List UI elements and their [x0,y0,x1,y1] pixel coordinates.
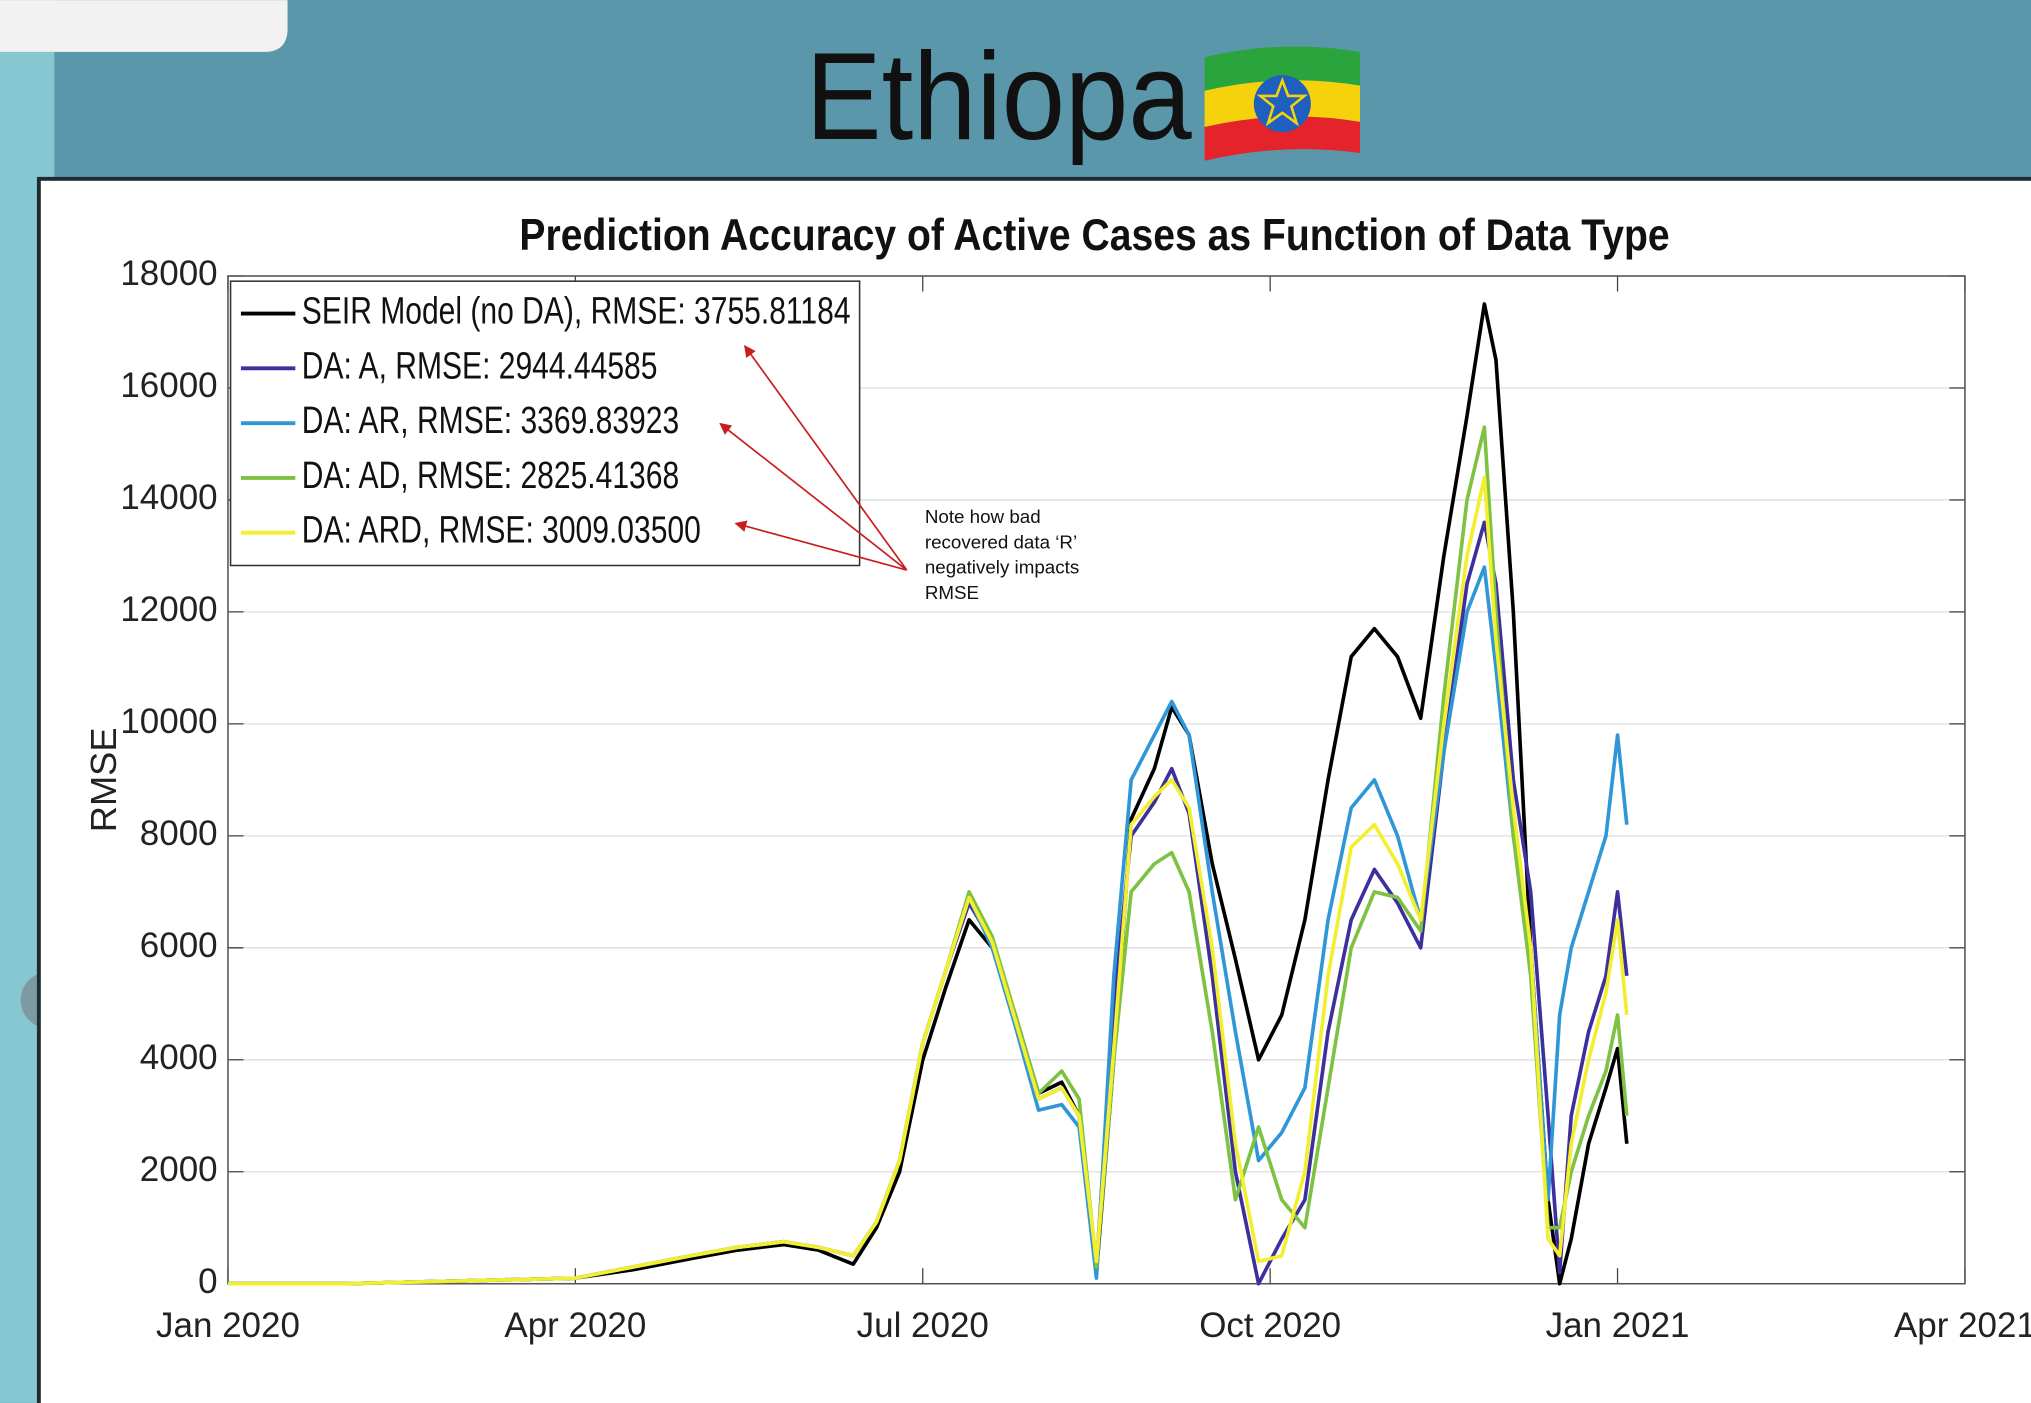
legend-label: DA: ARD, RMSE: 3009.03500 [302,509,701,551]
x-tick-label: Jan 2020 [156,1306,300,1345]
plot-frame [227,275,1966,1285]
y-tick-label: 16000 [120,366,217,405]
y-tick-label: 18000 [120,254,217,293]
y-tick-label: 6000 [140,926,218,965]
annotation-arrow [719,422,908,571]
annotation-text: RMSE [925,582,979,603]
annotation-arrow [744,344,908,571]
y-tick-label: 8000 [140,814,218,853]
annotation-text: Note how bad [925,506,1041,527]
x-tick-label: Jul 2020 [857,1306,989,1345]
y-tick-label: 4000 [140,1038,218,1077]
legend-label: DA: AR, RMSE: 3369.83923 [302,399,679,441]
y-tick-label: 0 [198,1262,217,1301]
series-line [227,475,1629,1286]
y-tick-label: 14000 [120,478,217,517]
legend-label: DA: A, RMSE: 2944.44585 [302,344,658,386]
legend-label: SEIR Model (no DA), RMSE: 3755.81184 [302,289,851,331]
annotation-text: negatively impacts [925,557,1079,578]
x-tick-label: Apr 2020 [504,1306,646,1345]
y-tick-label: 10000 [120,702,217,741]
chart-title: Prediction Accuracy of Active Cases as F… [519,211,1669,260]
x-tick-label: Oct 2020 [1199,1306,1341,1345]
legend-box [229,280,861,567]
y-axis-label: RMSE [83,727,124,832]
slide-title: Ethiopa [806,27,1193,166]
annotation: Note how bad recovered data ‘R’ negatively… [719,344,1079,603]
y-tick-label: 12000 [120,590,217,629]
annotation-text: recovered data ‘R’ [925,531,1077,552]
top-tab [0,0,288,52]
legend: SEIR Model (no DA), RMSE: 3755.81184 DA: … [229,280,861,567]
x-tick-label: Jan 2021 [1546,1306,1690,1345]
legend-label: DA: AD, RMSE: 2825.41368 [302,454,679,496]
series-line [227,302,1629,1286]
x-tick-label: Apr 2021 [1894,1306,2031,1345]
ethiopia-flag [1204,46,1361,161]
y-tick-label: 2000 [140,1150,218,1189]
annotation-arrow [734,520,907,571]
